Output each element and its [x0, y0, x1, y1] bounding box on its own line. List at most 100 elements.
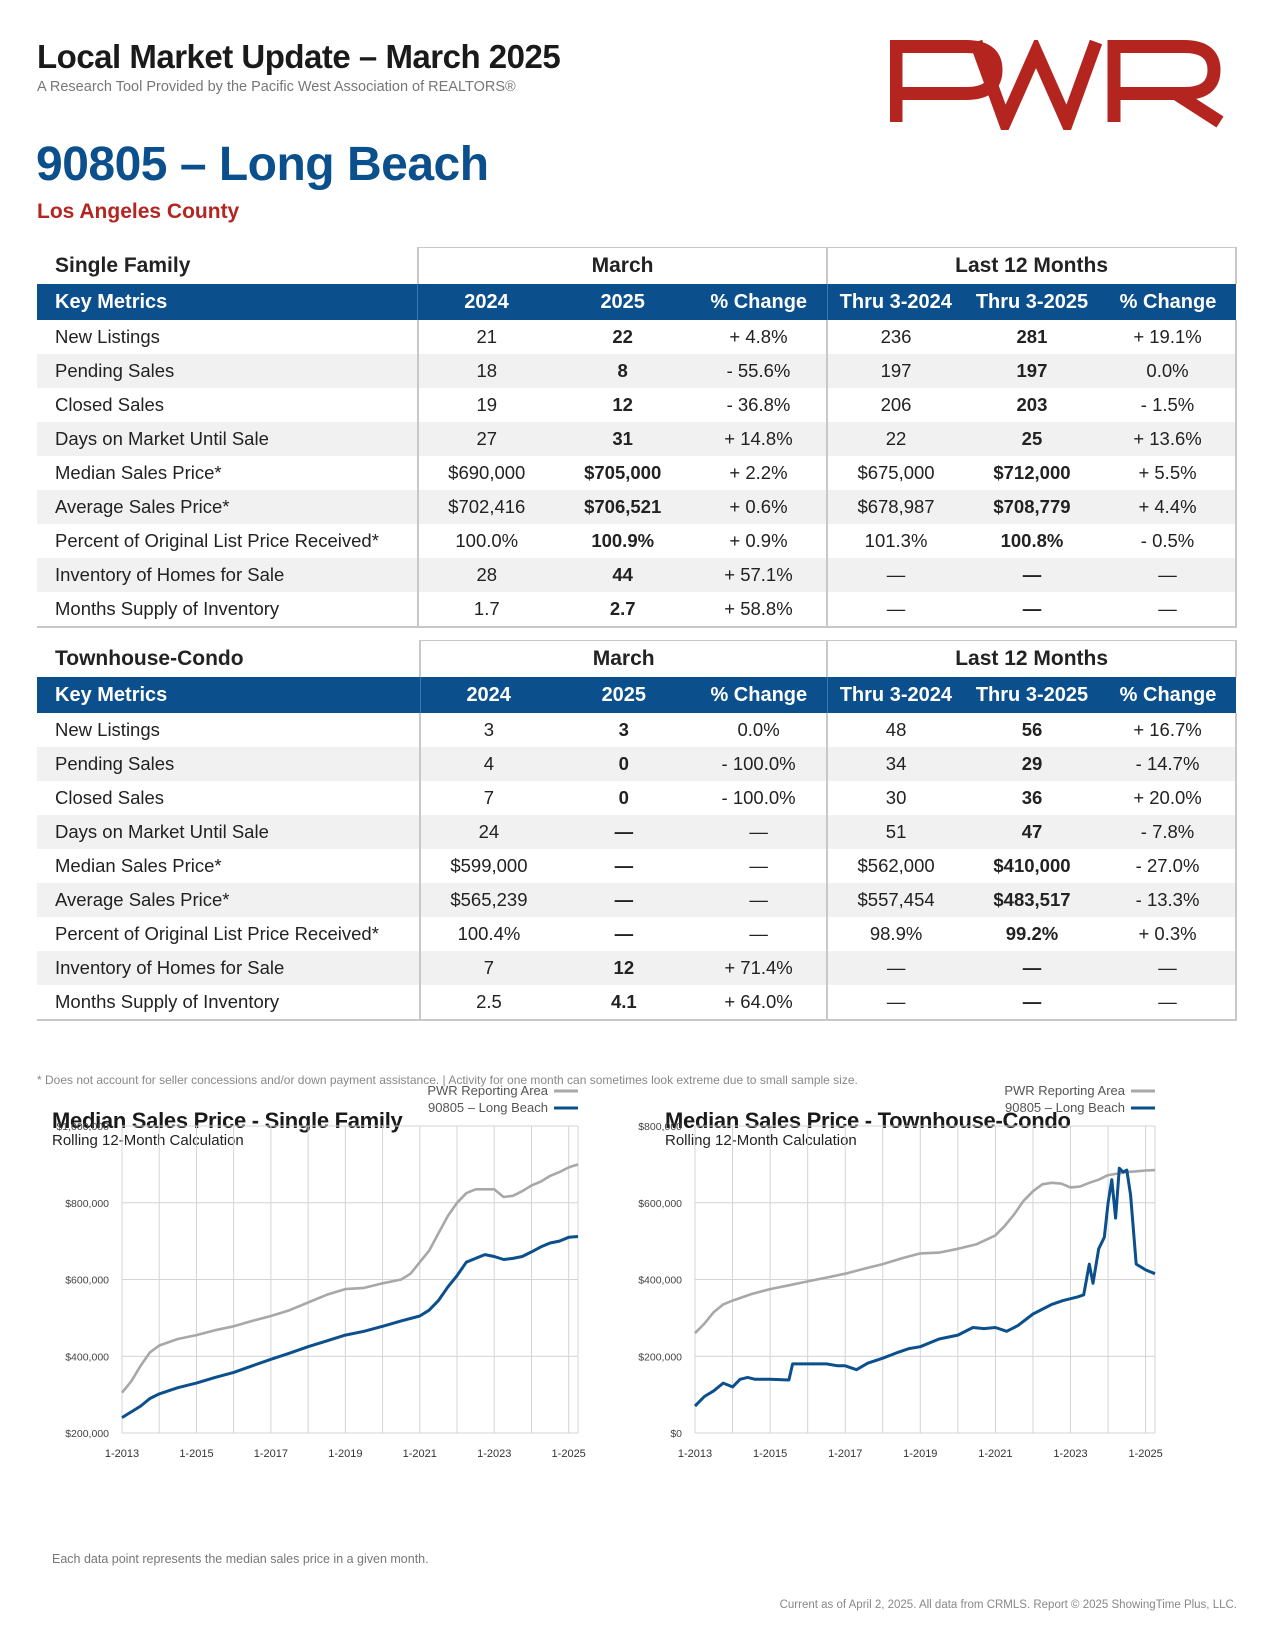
long-beach-series-line [693, 1166, 1156, 1408]
group-12-month-header: Last 12 Months [826, 640, 1237, 677]
metric-value: 197 [826, 354, 964, 388]
table-row: New Listings 3 3 0.0% 48 56 + 16.7% [37, 713, 1237, 747]
metric-value: 56 [963, 713, 1101, 747]
metric-value: 100.9% [554, 524, 691, 558]
metric-value: + 0.6% [690, 490, 828, 524]
y-tick-label: $800,000 [638, 1121, 682, 1133]
group-month-header: March [419, 640, 828, 677]
metric-value: - 7.8% [1100, 815, 1237, 849]
y-tick-label: $0 [670, 1428, 682, 1440]
metric-value: - 36.8% [690, 388, 828, 422]
metric-value: — [1100, 558, 1237, 592]
metric-label: Days on Market Until Sale [37, 815, 421, 849]
metric-value: + 58.8% [690, 592, 828, 628]
metric-value: — [963, 558, 1101, 592]
metric-value: 29 [963, 747, 1101, 781]
metric-value: $562,000 [826, 849, 964, 883]
metric-value: 281 [963, 320, 1101, 354]
single-family-price-chart: $200,000 $400,000 $600,000 $800,000 $1,000,0… [56, 1083, 585, 1460]
metric-value: — [690, 883, 828, 917]
metric-label: Days on Market Until Sale [37, 422, 418, 456]
column-header: Thru 3-2024 [826, 677, 964, 713]
x-tick-label: 1-2017 [828, 1448, 862, 1460]
metric-value: $675,000 [826, 456, 964, 490]
y-tick-label: $400,000 [638, 1275, 682, 1287]
report-footer: Current as of April 2, 2025. All data fr… [779, 1599, 1237, 1611]
chart1-subtitle: Rolling 12-Month Calculation [52, 1132, 244, 1149]
metric-value: $599,000 [419, 849, 557, 883]
x-tick-label: 1-2013 [105, 1448, 139, 1460]
metric-label: Closed Sales [37, 781, 421, 815]
metric-value: 28 [416, 558, 555, 592]
table-row: Days on Market Until Sale 27 31 + 14.8% 22 25… [37, 422, 1237, 456]
column-header: Thru 3-2024 [826, 284, 964, 320]
metric-value: $702,416 [416, 490, 555, 524]
metric-label: Median Sales Price* [37, 456, 418, 490]
chart2-subtitle: Rolling 12-Month Calculation [665, 1132, 857, 1149]
metric-value: — [556, 849, 691, 883]
metric-value: 99.2% [963, 917, 1101, 951]
metric-value: + 16.7% [1100, 713, 1237, 747]
metric-value: + 13.6% [1100, 422, 1237, 456]
metric-value: 0.0% [1100, 354, 1237, 388]
metric-value: 12 [554, 388, 691, 422]
table-row: Days on Market Until Sale 24— —51 47- 7.8% [37, 815, 1237, 849]
metric-value: - 55.6% [690, 354, 828, 388]
section-title: Single Family [55, 253, 191, 277]
metric-value: - 1.5% [1100, 388, 1237, 422]
table-row: Inventory of Homes for Sale 7 12 + 71.4% — — — [37, 951, 1237, 985]
metric-value: $410,000 [963, 849, 1101, 883]
metric-label: New Listings [37, 320, 418, 354]
metric-value: — [690, 917, 828, 951]
metric-value: + 0.9% [690, 524, 828, 558]
table-row: Median Sales Price* $690,000 $705,000 + 2.2… [37, 456, 1237, 490]
column-header: 2024 [417, 284, 555, 320]
metric-value: - 13.3% [1100, 883, 1237, 917]
y-tick-label: $600,000 [638, 1198, 682, 1210]
metric-label: Median Sales Price* [37, 849, 421, 883]
x-tick-label: 1-2015 [753, 1448, 787, 1460]
x-tick-label: 1-2021 [978, 1448, 1012, 1460]
townhouse-condo-price-chart: $0 $200,000 $400,000 $600,000 $800,000 1-2013… [638, 1083, 1163, 1460]
metric-value: 206 [826, 388, 964, 422]
townhouse-condo-table: Townhouse-Condo March Last 12 Months Key Me… [37, 640, 1237, 1021]
metric-value: 18 [416, 354, 555, 388]
column-header: 2025 [554, 284, 691, 320]
table-row: New Listings 21 22 + 4.8% 236 281 + 19.1% [37, 320, 1237, 354]
y-tick-label: $800,000 [65, 1198, 109, 1210]
x-tick-label: 1-2019 [903, 1448, 937, 1460]
metric-value: 0.0% [690, 713, 828, 747]
metric-label: Pending Sales [37, 747, 421, 781]
metric-value: 2.5 [419, 985, 557, 1021]
metric-value: 100.4% [419, 917, 557, 951]
metric-value: 7 [419, 781, 557, 815]
metric-value: + 2.2% [690, 456, 828, 490]
metric-value: 100.8% [963, 524, 1101, 558]
metric-value: + 4.4% [1100, 490, 1237, 524]
x-tick-label: 1-2017 [254, 1448, 288, 1460]
x-tick-label: 1-2025 [1128, 1448, 1162, 1460]
metric-value: $705,000 [554, 456, 691, 490]
metric-value: — [1100, 592, 1237, 628]
metric-value: 47 [963, 815, 1101, 849]
section-title: Townhouse-Condo [55, 646, 244, 670]
metric-value: 44 [554, 558, 691, 592]
x-tick-label: 1-2015 [179, 1448, 213, 1460]
metric-value: + 19.1% [1100, 320, 1237, 354]
pwr-logo [890, 40, 1224, 130]
metric-value: $708,779 [963, 490, 1101, 524]
pwr-area-series-line [694, 1168, 1156, 1335]
metric-value: 19 [416, 388, 555, 422]
x-tick-label: 1-2023 [477, 1448, 511, 1460]
metric-value: — [826, 985, 964, 1021]
table-row: Months Supply of Inventory 2.5 4.1 + 64.0% —… [37, 985, 1237, 1021]
metric-value: - 27.0% [1100, 849, 1237, 883]
metric-value: — [1100, 985, 1237, 1021]
table-row: Average Sales Price* $565,239— — $557,454 $4… [37, 883, 1237, 917]
metric-value: 0 [556, 781, 691, 815]
metric-value: 51 [826, 815, 964, 849]
metric-value: 1.7 [416, 592, 555, 628]
metric-label: Inventory of Homes for Sale [37, 951, 421, 985]
metric-value: 2.7 [554, 592, 691, 628]
y-tick-label: $1,000,000 [56, 1121, 109, 1133]
